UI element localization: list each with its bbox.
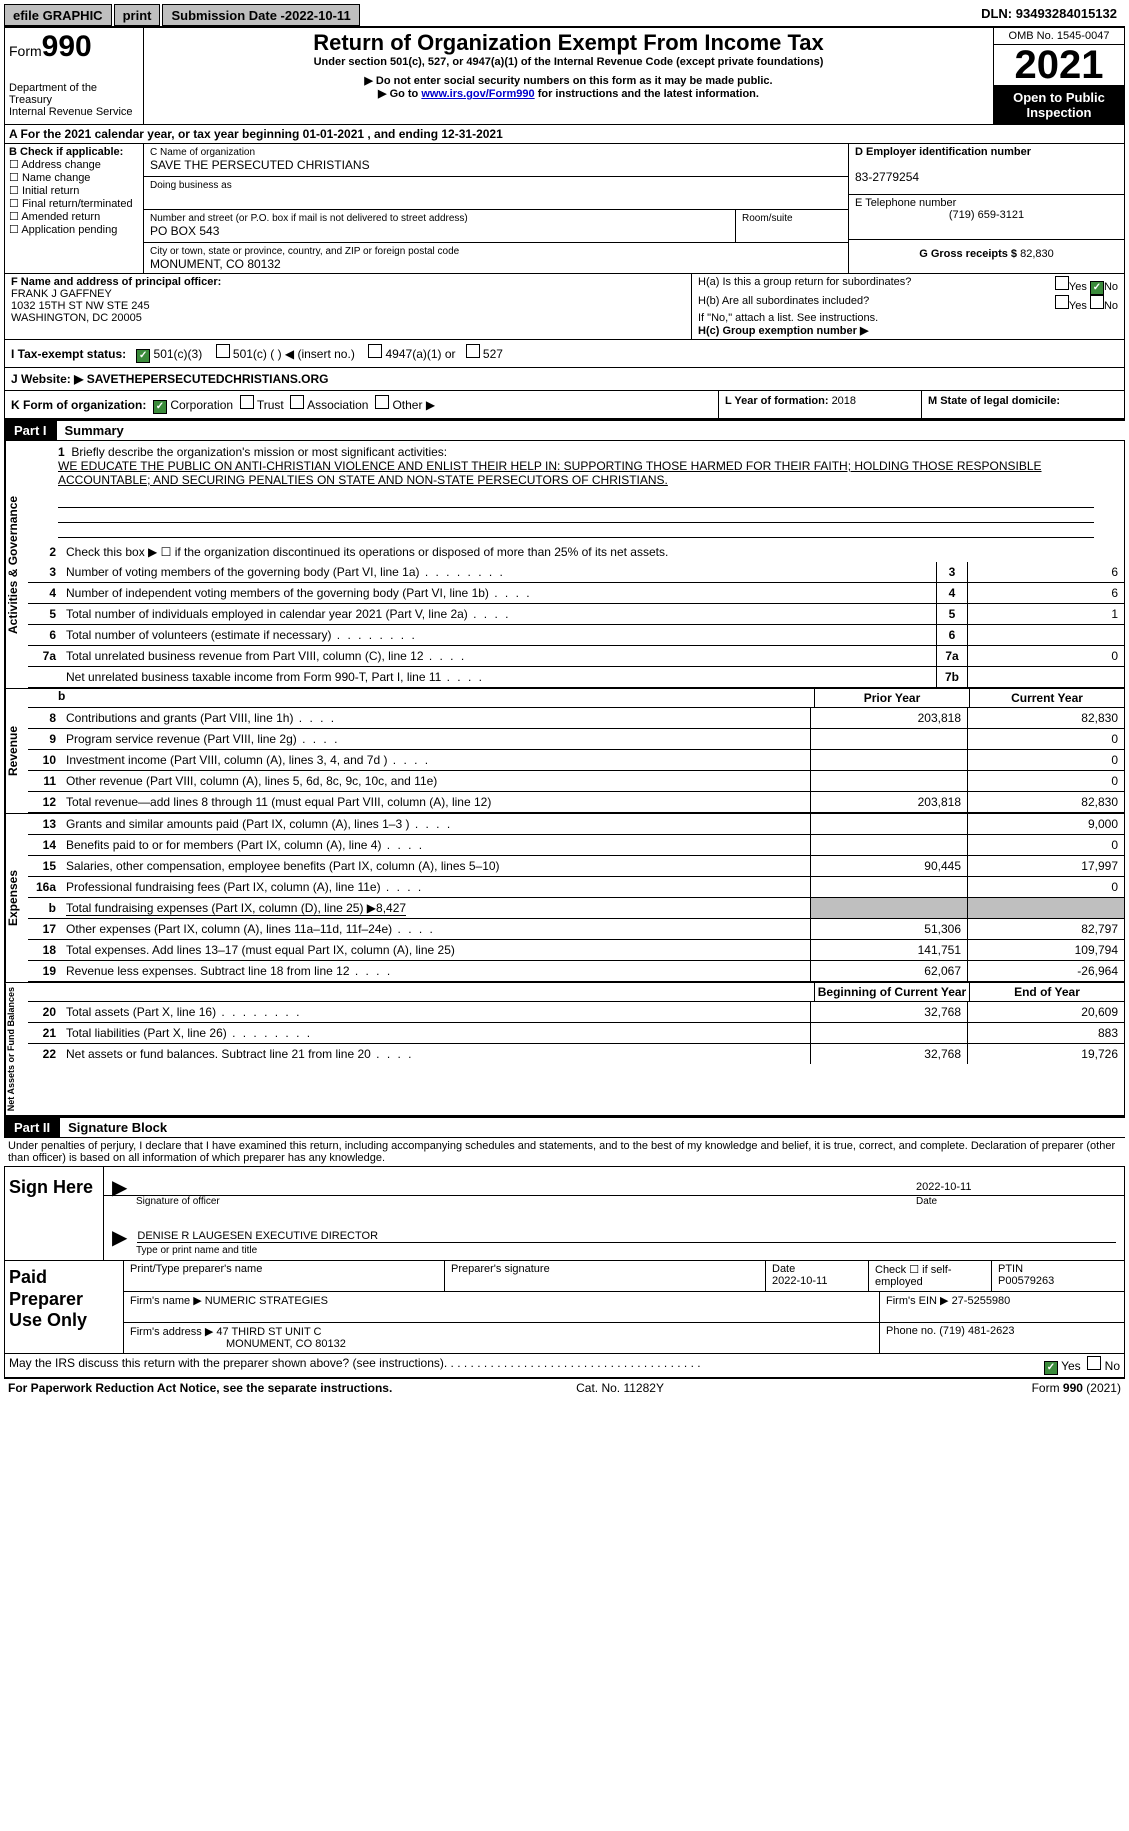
- form-of-org: K Form of organization: ✓ Corporation Tr…: [5, 391, 718, 418]
- header-mid: Return of Organization Exempt From Incom…: [144, 28, 993, 124]
- paid-preparer-label: Paid Preparer Use Only: [5, 1261, 124, 1353]
- entity-info: A For the 2021 calendar year, or tax yea…: [4, 125, 1125, 419]
- mission-text: WE EDUCATE THE PUBLIC ON ANTI-CHRISTIAN …: [58, 459, 1042, 487]
- submission-date: Submission Date - 2022-10-11: [162, 4, 359, 26]
- header-left: Form990 Department of the Treasury Inter…: [5, 28, 144, 124]
- cat-number: Cat. No. 11282Y: [576, 1381, 664, 1395]
- part2-bar: Part II Signature Block: [4, 1116, 1125, 1138]
- top-bar: efile GRAPHIC print Submission Date - 20…: [4, 4, 1125, 27]
- fh-row: F Name and address of principal officer:…: [5, 273, 1124, 339]
- d-column: D Employer identification number 83-2779…: [848, 144, 1124, 273]
- dba-cell: Doing business as: [144, 177, 848, 210]
- arrow-icon: ▶: [112, 1183, 127, 1193]
- phone-cell: E Telephone number (719) 659-3121: [849, 195, 1124, 240]
- street-value: PO BOX 543: [150, 224, 219, 238]
- room-cell: Room/suite: [736, 210, 848, 243]
- paid-preparer-block: Paid Preparer Use Only Print/Type prepar…: [4, 1261, 1125, 1354]
- print-button[interactable]: print: [114, 4, 161, 26]
- side-revenue: Revenue: [5, 689, 28, 813]
- website-value: SAVETHEPERSECUTEDCHRISTIANS.ORG: [83, 372, 328, 386]
- sign-here-block: Sign Here ▶ 2022-10-11 Signature of offi…: [4, 1166, 1125, 1261]
- form-number: Form990: [9, 30, 139, 64]
- city-cell: City or town, state or province, country…: [144, 243, 848, 273]
- header-right: OMB No. 1545-0047 2021 Open to Public In…: [993, 28, 1124, 124]
- period-row: A For the 2021 calendar year, or tax yea…: [5, 125, 1124, 144]
- side-governance: Activities & Governance: [5, 441, 28, 688]
- city-value: MONUMENT, CO 80132: [150, 257, 281, 271]
- year-formation: L Year of formation: 2018: [718, 391, 921, 418]
- open-public-badge: Open to Public Inspection: [994, 86, 1124, 124]
- efile-badge: efile GRAPHIC: [4, 4, 112, 26]
- discuss-row: May the IRS discuss this return with the…: [4, 1354, 1125, 1378]
- mission-block: 1 Briefly describe the organization's mi…: [28, 441, 1124, 542]
- website-row: J Website: ▶ SAVETHEPERSECUTEDCHRISTIANS…: [5, 367, 1124, 390]
- revenue-block: Revenue bPrior YearCurrent Year 8Contrib…: [4, 688, 1125, 813]
- note-ssn: ▶ Do not enter social security numbers o…: [146, 74, 991, 87]
- gross-receipts: G Gross receipts $ 82,830: [849, 240, 1124, 262]
- irs-link[interactable]: www.irs.gov/Form990: [421, 88, 534, 100]
- officer-name: DENISE R LAUGESEN EXECUTIVE DIRECTOR: [137, 1230, 1116, 1243]
- k-row: K Form of organization: ✓ Corporation Tr…: [5, 390, 1124, 418]
- ein-cell: D Employer identification number 83-2779…: [849, 144, 1124, 195]
- expenses-block: Expenses 13Grants and similar amounts pa…: [4, 813, 1125, 982]
- form-header: Form990 Department of the Treasury Inter…: [4, 27, 1125, 125]
- subdate-label: Submission Date -: [171, 8, 284, 23]
- form-title: Return of Organization Exempt From Incom…: [146, 30, 991, 56]
- org-name-cell: C Name of organization SAVE THE PERSECUT…: [144, 144, 848, 177]
- part1-header: Part I: [4, 421, 57, 440]
- side-netassets: Net Assets or Fund Balances: [5, 983, 28, 1115]
- form-footer: Form 990 (2021): [1032, 1381, 1121, 1395]
- netassets-block: Net Assets or Fund Balances Beginning of…: [4, 982, 1125, 1116]
- ein-value: 83-2779254: [855, 170, 919, 184]
- page-footer: For Paperwork Reduction Act Notice, see …: [4, 1378, 1125, 1397]
- note-link: ▶ Go to www.irs.gov/Form990 for instruct…: [146, 87, 991, 100]
- part1-bar: Part I Summary: [4, 419, 1125, 441]
- dln: DLN: 93493284015132: [973, 4, 1125, 26]
- phone-value: (719) 659-3121: [855, 209, 1118, 221]
- governance-block: Activities & Governance 1 Briefly descri…: [4, 441, 1125, 688]
- arrow-icon: ▶: [112, 1233, 127, 1243]
- form-subtitle: Under section 501(c), 527, or 4947(a)(1)…: [146, 56, 991, 68]
- pra-notice: For Paperwork Reduction Act Notice, see …: [8, 1381, 392, 1395]
- sign-here-label: Sign Here: [5, 1167, 104, 1260]
- part2-header: Part II: [4, 1118, 60, 1137]
- h-section: H(a) Is this a group return for subordin…: [691, 274, 1124, 339]
- side-expenses: Expenses: [5, 814, 28, 982]
- principal-officer: F Name and address of principal officer:…: [5, 274, 691, 339]
- b-checkboxes: B Check if applicable: ☐ Address change …: [5, 144, 144, 273]
- c-column: C Name of organization SAVE THE PERSECUT…: [144, 144, 848, 273]
- subdate-value: 2022-10-11: [285, 8, 351, 23]
- part2-title: Signature Block: [60, 1118, 175, 1137]
- officer-sig-date: 2022-10-11: [916, 1181, 1116, 1193]
- dept-label: Department of the Treasury Internal Reve…: [9, 82, 139, 118]
- tax-year: 2021: [994, 45, 1124, 86]
- org-name: SAVE THE PERSECUTED CHRISTIANS: [150, 158, 370, 172]
- perjury-statement: Under penalties of perjury, I declare th…: [4, 1138, 1125, 1166]
- state-domicile: M State of legal domicile:: [921, 391, 1124, 418]
- street-cell: Number and street (or P.O. box if mail i…: [144, 210, 736, 243]
- part1-title: Summary: [57, 421, 132, 440]
- tax-status-row: I Tax-exempt status: ✓ 501(c)(3) 501(c) …: [5, 339, 1124, 367]
